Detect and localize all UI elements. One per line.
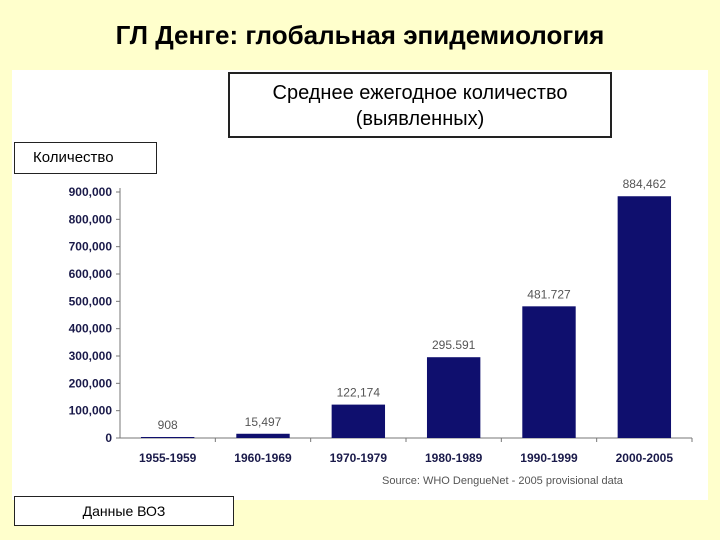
x-tick-label: 1970-1979	[330, 451, 388, 465]
plot-panel: 0 100,000 200,000 300,000 400,000 500,000 600,…	[12, 70, 708, 500]
data-label: 15,497	[245, 415, 282, 429]
bar	[140, 437, 195, 438]
chart-subtitle: Среднее ежегодное количество (выявленных…	[228, 72, 612, 138]
bar	[236, 433, 290, 438]
x-tick-label: 1980-1989	[425, 451, 483, 465]
bar	[522, 306, 576, 438]
y-tick-label: 500,000	[69, 294, 113, 308]
source-note: Source: WHO DengueNet - 2005 provisional…	[382, 475, 624, 487]
slide-title: ГЛ Денге: глобальная эпидемиология	[115, 20, 605, 50]
y-tick-label: 100,000	[69, 404, 113, 418]
x-tick-label: 2000-2005	[616, 451, 674, 465]
x-tick-label: 1955-1959	[139, 451, 197, 465]
x-tick-label: 1960-1969	[234, 451, 292, 465]
bar	[426, 357, 481, 438]
y-tick-label: 0	[105, 431, 112, 445]
y-axis-label: Количество	[14, 142, 157, 174]
chart-axes: 0 100,000 200,000 300,000 400,000 500,000 600,…	[69, 185, 693, 445]
y-tick-label: 400,000	[69, 322, 113, 336]
bar-chart: 0 100,000 200,000 300,000 400,000 500,000 600,…	[69, 177, 693, 487]
chart-bars	[140, 196, 672, 438]
data-credit: Данные ВОЗ	[14, 496, 234, 526]
bar	[617, 196, 672, 438]
data-label: 122,174	[337, 386, 381, 400]
y-tick-label: 600,000	[69, 267, 113, 281]
chart-labels: 1955-1959 908 1960-1969 15,497 1970-1979 122,…	[139, 177, 673, 465]
y-tick-label: 700,000	[69, 240, 113, 254]
data-label: 908	[158, 418, 178, 432]
bar	[331, 404, 386, 438]
data-label: 295.591	[432, 338, 476, 352]
data-label: 884,462	[623, 177, 667, 191]
data-label: 481.727	[527, 287, 571, 301]
y-tick-label: 900,000	[69, 185, 113, 199]
y-tick-label: 300,000	[69, 349, 113, 363]
y-tick-label: 800,000	[69, 212, 113, 226]
y-tick-label: 200,000	[69, 376, 113, 390]
x-tick-label: 1990-1999	[520, 451, 578, 465]
